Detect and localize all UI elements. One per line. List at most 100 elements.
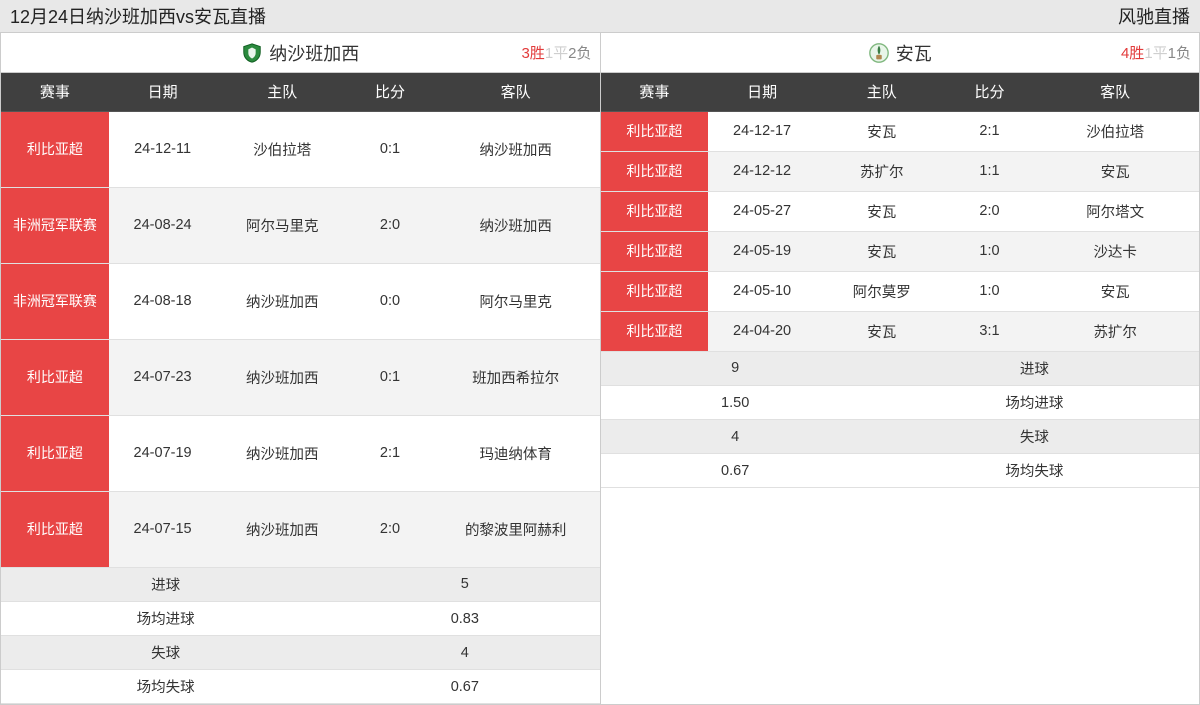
- left-team-name-wrap: 纳沙班加西: [241, 40, 359, 66]
- cell-score: 2:0: [348, 187, 432, 263]
- cell-date: 24-05-19: [708, 231, 816, 271]
- table-row[interactable]: 非洲冠军联赛24-08-24阿尔马里克2:0纳沙班加西: [1, 187, 600, 263]
- right-draws: 1平: [1144, 45, 1167, 62]
- main-columns: 纳沙班加西 3胜1平2负 赛事 日期 主队 比分 客队 利比亚超24-12-11…: [0, 32, 1200, 705]
- cell-away: 阿尔塔文: [1031, 191, 1199, 231]
- cell-away: 纳沙班加西: [432, 111, 600, 187]
- cell-score: 1:1: [948, 151, 1032, 191]
- cell-home: 苏扩尔: [816, 151, 948, 191]
- cell-away: 阿尔马里克: [432, 263, 600, 339]
- cell-away: 沙达卡: [1031, 231, 1199, 271]
- cell-home: 安瓦: [816, 111, 948, 151]
- stats-value: 9: [601, 352, 870, 386]
- cell-home: 纳沙班加西: [216, 339, 348, 415]
- cell-comp: 利比亚超: [1, 339, 109, 415]
- right-team-name-wrap: 安瓦: [868, 40, 932, 66]
- th-comp: 赛事: [1, 73, 109, 111]
- stats-label: 场均进球: [870, 386, 1199, 420]
- right-matches-table: 赛事 日期 主队 比分 客队 利比亚超24-12-17安瓦2:1沙伯拉塔利比亚超…: [601, 73, 1200, 352]
- cell-score: 1:0: [948, 271, 1032, 311]
- cell-home: 安瓦: [816, 191, 948, 231]
- stats-row: 1.50场均进球: [601, 386, 1200, 420]
- table-row[interactable]: 利比亚超24-12-12苏扩尔1:1安瓦: [601, 151, 1200, 191]
- cell-score: 1:0: [948, 231, 1032, 271]
- cell-date: 24-12-11: [109, 111, 217, 187]
- table-row[interactable]: 非洲冠军联赛24-08-18纳沙班加西0:0阿尔马里克: [1, 263, 600, 339]
- stats-row: 进球5: [1, 568, 600, 602]
- cell-away: 玛迪纳体育: [432, 415, 600, 491]
- cell-away: 沙伯拉塔: [1031, 111, 1199, 151]
- cell-score: 0:1: [348, 111, 432, 187]
- th-away: 客队: [432, 73, 600, 111]
- cell-score: 0:1: [348, 339, 432, 415]
- table-row[interactable]: 利比亚超24-07-15纳沙班加西2:0的黎波里阿赫利: [1, 491, 600, 567]
- cell-comp: 利比亚超: [601, 231, 709, 271]
- left-matches-table: 赛事 日期 主队 比分 客队 利比亚超24-12-11沙伯拉塔0:1纳沙班加西非…: [1, 73, 600, 568]
- stats-row: 场均进球0.83: [1, 602, 600, 636]
- cell-comp: 利比亚超: [601, 151, 709, 191]
- th-score: 比分: [348, 73, 432, 111]
- cell-date: 24-05-27: [708, 191, 816, 231]
- stats-value: 0.67: [601, 454, 870, 488]
- left-stats-table: 进球5场均进球0.83失球4场均失球0.67: [1, 568, 600, 705]
- cell-score: 2:1: [348, 415, 432, 491]
- left-column: 纳沙班加西 3胜1平2负 赛事 日期 主队 比分 客队 利比亚超24-12-11…: [1, 33, 601, 704]
- right-team-name: 安瓦: [896, 40, 932, 66]
- table-row[interactable]: 利比亚超24-12-11沙伯拉塔0:1纳沙班加西: [1, 111, 600, 187]
- th-home: 主队: [216, 73, 348, 111]
- cell-away: 纳沙班加西: [432, 187, 600, 263]
- shield-icon: [241, 42, 263, 64]
- table-row[interactable]: 利比亚超24-12-17安瓦2:1沙伯拉塔: [601, 111, 1200, 151]
- th-date: 日期: [109, 73, 217, 111]
- right-losses: 1负: [1168, 45, 1191, 62]
- cell-date: 24-07-19: [109, 415, 217, 491]
- cell-home: 纳沙班加西: [216, 415, 348, 491]
- stats-label: 进球: [870, 352, 1199, 386]
- th-home: 主队: [816, 73, 948, 111]
- th-date: 日期: [708, 73, 816, 111]
- cell-comp: 非洲冠军联赛: [1, 187, 109, 263]
- cell-away: 苏扩尔: [1031, 311, 1199, 351]
- cell-date: 24-04-20: [708, 311, 816, 351]
- stats-row: 4失球: [601, 420, 1200, 454]
- stats-label: 进球: [1, 568, 330, 602]
- cell-score: 2:0: [348, 491, 432, 567]
- cell-comp: 利比亚超: [601, 311, 709, 351]
- cell-comp: 利比亚超: [1, 491, 109, 567]
- crest-icon: [868, 42, 890, 64]
- stats-value: 4: [330, 636, 599, 670]
- left-draws: 1平: [545, 45, 568, 62]
- table-row[interactable]: 利比亚超24-04-20安瓦3:1苏扩尔: [601, 311, 1200, 351]
- th-score: 比分: [948, 73, 1032, 111]
- stats-row: 失球4: [1, 636, 600, 670]
- table-row[interactable]: 利比亚超24-05-27安瓦2:0阿尔塔文: [601, 191, 1200, 231]
- left-record: 3胜1平2负: [521, 42, 591, 63]
- table-row[interactable]: 利比亚超24-05-10阿尔莫罗1:0安瓦: [601, 271, 1200, 311]
- table-row[interactable]: 利比亚超24-07-23纳沙班加西0:1班加西希拉尔: [1, 339, 600, 415]
- cell-score: 2:0: [948, 191, 1032, 231]
- cell-date: 24-07-23: [109, 339, 217, 415]
- cell-date: 24-12-17: [708, 111, 816, 151]
- stats-row: 0.67场均失球: [601, 454, 1200, 488]
- page-title: 12月24日纳沙班加西vs安瓦直播: [10, 3, 266, 29]
- cell-date: 24-12-12: [708, 151, 816, 191]
- cell-date: 24-07-15: [109, 491, 217, 567]
- cell-home: 安瓦: [816, 311, 948, 351]
- table-row[interactable]: 利比亚超24-05-19安瓦1:0沙达卡: [601, 231, 1200, 271]
- right-column: 安瓦 4胜1平1负 赛事 日期 主队 比分 客队 利比亚超24-12-17安瓦2…: [601, 33, 1200, 704]
- stats-label: 失球: [870, 420, 1199, 454]
- top-bar: 12月24日纳沙班加西vs安瓦直播 风驰直播: [0, 0, 1200, 32]
- stats-label: 场均进球: [1, 602, 330, 636]
- cell-home: 阿尔马里克: [216, 187, 348, 263]
- th-comp: 赛事: [601, 73, 709, 111]
- cell-date: 24-08-24: [109, 187, 217, 263]
- cell-comp: 非洲冠军联赛: [1, 263, 109, 339]
- cell-home: 纳沙班加西: [216, 491, 348, 567]
- cell-date: 24-05-10: [708, 271, 816, 311]
- cell-comp: 利比亚超: [601, 271, 709, 311]
- table-row[interactable]: 利比亚超24-07-19纳沙班加西2:1玛迪纳体育: [1, 415, 600, 491]
- cell-home: 阿尔莫罗: [816, 271, 948, 311]
- right-wins: 4胜: [1121, 45, 1144, 62]
- cell-away: 安瓦: [1031, 151, 1199, 191]
- cell-comp: 利比亚超: [601, 111, 709, 151]
